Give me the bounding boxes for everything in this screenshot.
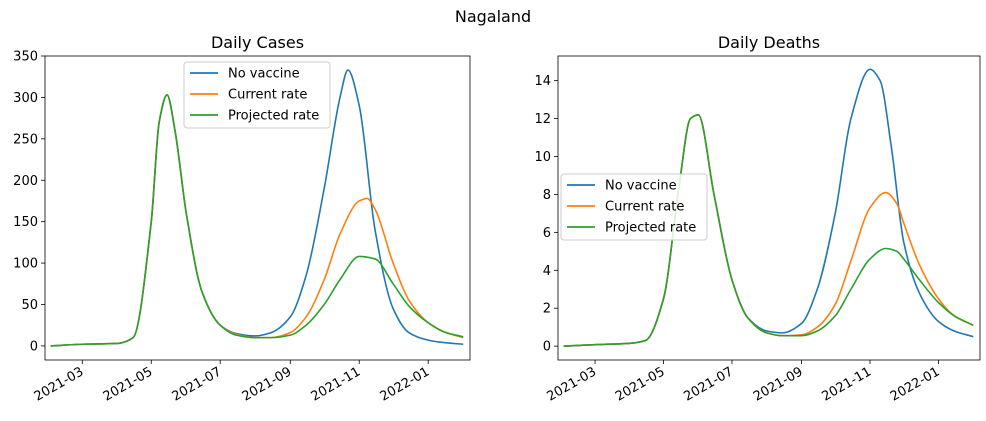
legend-label-projected-rate: Projected rate xyxy=(228,109,319,124)
legend-frame xyxy=(183,61,331,129)
series-line-projected-rate xyxy=(50,94,464,347)
x-tick-label: 2022-01 xyxy=(888,364,943,404)
y-tick-label: 350 xyxy=(13,50,38,65)
figure-title: Nagaland xyxy=(454,7,532,26)
axes-frame xyxy=(44,55,471,361)
x-tick-label: 2021-07 xyxy=(170,364,225,404)
x-tick-label: 2021-09 xyxy=(240,364,295,404)
x-tick-label: 2021-07 xyxy=(681,364,736,404)
legend-label-current-rate: Current rate xyxy=(605,200,684,215)
legend: No vaccine Current rate Projected rate xyxy=(183,61,331,129)
x-tick-label: 2021-03 xyxy=(32,364,87,404)
y-tick-label: 150 xyxy=(13,215,38,230)
x-tick-label: 2022-01 xyxy=(378,364,433,404)
x-tick-label: 2021-11 xyxy=(819,364,874,404)
x-tick-label: 2021-03 xyxy=(544,364,599,404)
legend: No vaccine Current rate Projected rate xyxy=(560,173,708,241)
y-tick-label: 12 xyxy=(534,112,551,127)
y-tick-label: 10 xyxy=(534,150,551,165)
y-tick-label: 250 xyxy=(13,132,38,147)
chart-daily-deaths: Daily Deaths 0 2 4 6 8 10 12 14 2021-03 2021-05 202… xyxy=(534,33,981,405)
chart-title: Daily Deaths xyxy=(718,33,820,52)
axes-frame xyxy=(557,55,981,361)
y-tick-label: 200 xyxy=(13,174,38,189)
x-tick-label: 2021-09 xyxy=(751,364,806,404)
chart-daily-cases: Daily Cases 0 50 100 150 200 250 300 350 2021-03 2… xyxy=(13,33,471,405)
y-tick-label: 0 xyxy=(543,340,551,355)
x-tick-label: 2021-11 xyxy=(309,364,364,404)
legend-label-no-vaccine: No vaccine xyxy=(228,67,300,82)
series-line-current-rate xyxy=(50,94,464,347)
y-tick-label: 2 xyxy=(543,302,551,317)
chart-title: Daily Cases xyxy=(211,33,304,52)
y-tick-label: 300 xyxy=(13,91,38,106)
legend-label-current-rate: Current rate xyxy=(228,88,307,103)
series-line-projected-rate xyxy=(563,113,974,347)
y-tick-label: 8 xyxy=(543,188,551,203)
x-tick-label: 2021-05 xyxy=(101,364,156,404)
y-tick-label: 100 xyxy=(13,257,38,272)
x-tick-label: 2021-05 xyxy=(613,364,668,404)
legend-frame xyxy=(560,173,708,241)
y-tick-label: 4 xyxy=(543,264,551,279)
legend-label-no-vaccine: No vaccine xyxy=(605,179,677,194)
legend-label-projected-rate: Projected rate xyxy=(605,221,696,236)
y-tick-label: 50 xyxy=(21,298,38,313)
y-tick-label: 14 xyxy=(534,74,551,89)
y-tick-label: 6 xyxy=(543,226,551,241)
y-tick-label: 0 xyxy=(30,339,38,354)
